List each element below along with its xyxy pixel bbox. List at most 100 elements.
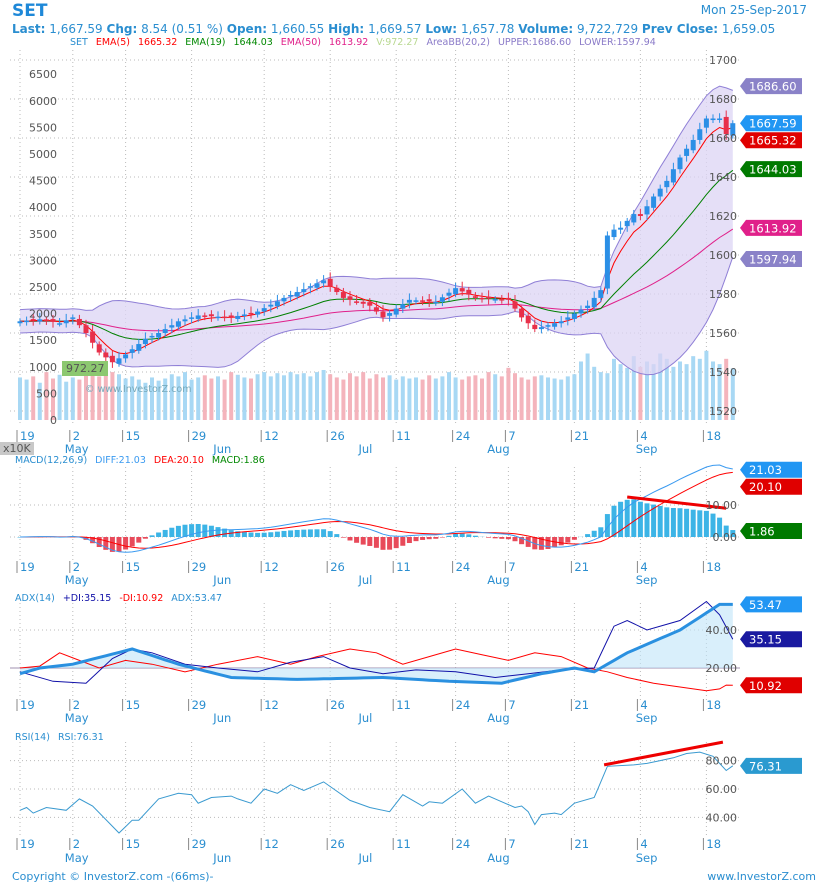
- macd-histogram-bar: [644, 503, 650, 537]
- candle-body: [453, 288, 459, 295]
- volume-bar: [539, 375, 544, 420]
- adx-day-label: 4: [640, 698, 647, 712]
- adx-badge: 35.15: [740, 631, 802, 648]
- macd-histogram-bar: [248, 532, 254, 537]
- macd-histogram-bar: [340, 537, 346, 538]
- volume-label: Volume:: [518, 22, 574, 36]
- volume-bar: [420, 379, 425, 420]
- volume-bar: [169, 374, 174, 420]
- rsi-badge-text: 76.31: [749, 759, 782, 773]
- rsi-day-label: 4: [640, 837, 647, 851]
- macd-day-label: 26: [330, 560, 345, 574]
- macd-histogram-bar: [611, 505, 617, 537]
- volume-bar: [202, 375, 207, 420]
- candle-body: [83, 325, 89, 333]
- candle-body: [307, 286, 313, 288]
- adx-area: [20, 604, 733, 684]
- volume-bar: [691, 356, 696, 420]
- rsi-trendline: [603, 740, 724, 767]
- volume-bar: [473, 375, 478, 420]
- macd-histogram-bar: [624, 499, 630, 537]
- candle-body: [684, 148, 690, 156]
- macd-histogram-bar: [657, 505, 663, 537]
- candle-body: [340, 292, 346, 298]
- footer-site-link[interactable]: www.InvestorZ.com: [707, 870, 816, 883]
- volume-unit-badge: [0, 442, 34, 455]
- adx-tick-label: 20.00: [706, 662, 738, 675]
- macd-histogram-bar: [142, 537, 148, 539]
- volume-bar: [123, 378, 128, 420]
- volume-bar: [658, 353, 663, 420]
- macd-histogram-bar: [433, 537, 439, 539]
- high-value: 1,669.57: [368, 22, 422, 36]
- main-legend-bb-label: AreaBB(20,2): [426, 37, 489, 48]
- macd-histogram-bar: [314, 529, 320, 537]
- main-legend-ema5: 1665.32: [138, 37, 177, 48]
- candle-body: [90, 331, 96, 343]
- macd-day-label: 19: [20, 560, 35, 574]
- candle-body: [446, 292, 452, 296]
- macd-histogram-bar: [334, 534, 340, 537]
- macd-legend-macd: MACD:1.86: [212, 455, 265, 466]
- candle-body: [248, 312, 254, 315]
- volume-bar: [117, 374, 121, 420]
- candle-body: [360, 301, 366, 304]
- volume-bar: [110, 372, 115, 420]
- price-badge: 1667.59: [740, 115, 802, 132]
- price-badge-bg: [740, 132, 802, 149]
- candle-body: [466, 289, 472, 295]
- macd-histogram-bar: [723, 525, 729, 537]
- candle-body: [274, 301, 280, 307]
- rsi-day-label: 19: [20, 837, 35, 851]
- last-label: Last:: [12, 22, 46, 36]
- main-day-label: 15: [126, 429, 141, 443]
- volume-bar: [315, 372, 319, 420]
- candle-body: [492, 299, 498, 301]
- macd-badge-text: 1.86: [749, 525, 775, 539]
- candle-body: [406, 299, 412, 303]
- bollinger-upper-line: [19, 85, 733, 311]
- candle-body: [327, 278, 333, 287]
- volume-bar: [684, 364, 689, 420]
- rsi-day-label: 7: [508, 837, 515, 851]
- macd-month-label: Jul: [358, 573, 373, 587]
- volume-bar: [334, 377, 339, 420]
- adx-day-label: 7: [508, 698, 515, 712]
- macd-histogram-bar: [591, 530, 597, 537]
- volume-bar: [579, 361, 583, 420]
- main-day-label: 12: [264, 429, 279, 443]
- open-label: Open:: [226, 22, 268, 36]
- macd-histogram-bar: [360, 537, 366, 545]
- price-tick-label: 1640: [709, 171, 737, 184]
- volume-bar: [51, 378, 55, 420]
- volume-bar: [229, 372, 234, 420]
- volume-bar: [645, 361, 649, 420]
- candle-body: [571, 313, 577, 319]
- macd-divergence-trendline: [627, 495, 727, 510]
- candle-body: [268, 304, 274, 307]
- symbol-title: SET: [12, 1, 48, 21]
- candle-body: [677, 157, 683, 170]
- volume-bar: [414, 377, 418, 420]
- watermark: © www.InvestorZ.com: [85, 384, 191, 395]
- volume-bar: [44, 372, 49, 420]
- low-value: 1,657.78: [460, 22, 515, 36]
- volume-bar: [275, 373, 280, 420]
- volume-tick-label: 4000: [29, 201, 57, 214]
- macd-histogram-bar: [268, 532, 274, 537]
- macd-dea-line: [20, 471, 733, 549]
- adx-day-label: 26: [330, 698, 345, 712]
- volume-bar: [288, 372, 293, 420]
- candle-body: [162, 329, 168, 333]
- adx-badge-text: 53.47: [749, 598, 782, 612]
- candle-body: [426, 299, 432, 302]
- rsi-month-label: Jun: [212, 851, 231, 865]
- candle-body: [294, 292, 300, 297]
- volume-bar: [156, 380, 161, 420]
- price-badge-text: 1613.92: [749, 221, 797, 235]
- main-legend-ema50-label: EMA(50): [281, 37, 321, 48]
- volume-bar: [651, 364, 656, 420]
- volume-bar: [625, 367, 630, 420]
- main-legend-lower: LOWER:1597.94: [579, 37, 656, 48]
